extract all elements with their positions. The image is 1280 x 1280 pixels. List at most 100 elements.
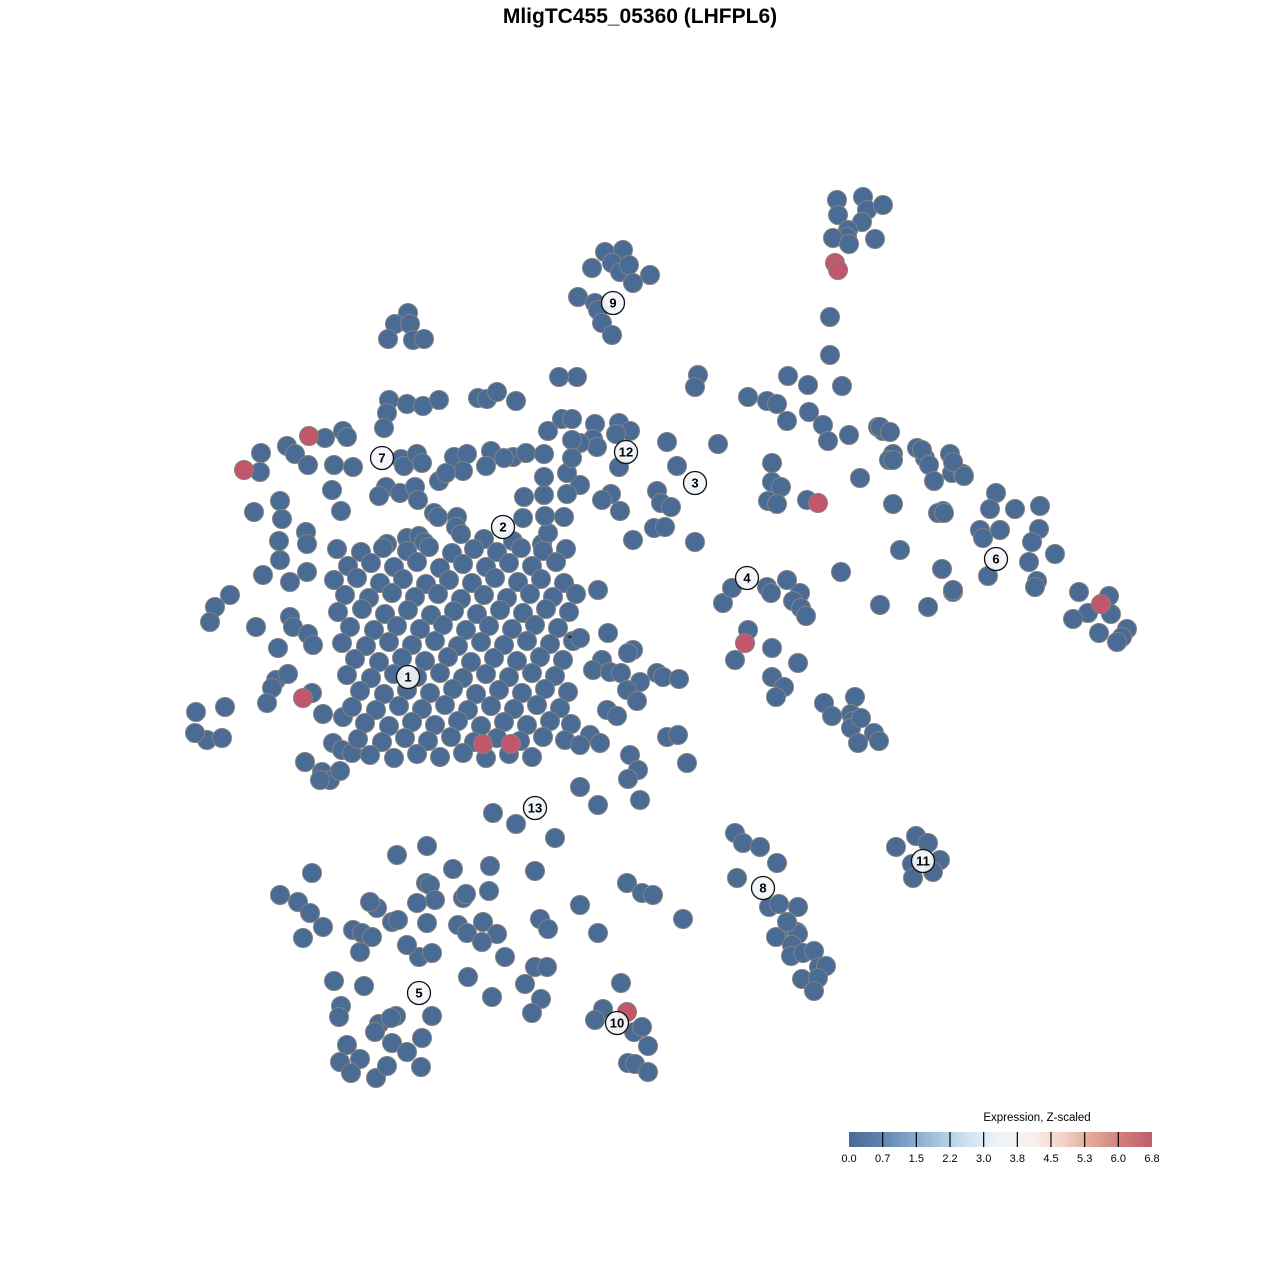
legend-tick-label: 4.5 bbox=[1043, 1153, 1058, 1165]
data-point-low bbox=[567, 367, 587, 387]
data-point-low bbox=[345, 649, 365, 669]
data-point-low bbox=[713, 593, 733, 613]
data-point-low bbox=[610, 501, 630, 521]
data-point-low bbox=[632, 1017, 652, 1037]
data-point-low bbox=[473, 912, 493, 932]
cluster-label: 7 bbox=[369, 445, 395, 471]
data-point-low bbox=[411, 1057, 431, 1077]
data-point-low bbox=[489, 680, 509, 700]
data-point-low bbox=[585, 1010, 605, 1030]
data-point-low bbox=[270, 885, 290, 905]
data-point-low bbox=[545, 828, 565, 848]
data-point-low bbox=[270, 550, 290, 570]
data-point-low bbox=[389, 696, 409, 716]
data-point-low bbox=[337, 427, 357, 447]
data-point-low bbox=[886, 837, 906, 857]
data-point-low bbox=[467, 604, 487, 624]
cluster-label-number: 8 bbox=[759, 881, 766, 896]
data-point-low bbox=[618, 769, 638, 789]
data-point-low bbox=[513, 603, 533, 623]
legend-colorbar bbox=[849, 1132, 1152, 1147]
cluster-label-number: 1 bbox=[404, 670, 411, 685]
data-point-low bbox=[799, 402, 819, 422]
data-point-low bbox=[538, 523, 558, 543]
cluster-label-number: 10 bbox=[610, 1016, 624, 1031]
data-point-low bbox=[588, 795, 608, 815]
data-point-low bbox=[350, 1049, 370, 1069]
data-point-low bbox=[418, 731, 438, 751]
data-point-low bbox=[669, 669, 689, 689]
cluster-label: 1 bbox=[395, 664, 421, 690]
cluster-label-circle bbox=[395, 664, 421, 690]
data-point-low bbox=[655, 517, 675, 537]
data-point-low bbox=[384, 748, 404, 768]
data-point-low bbox=[313, 917, 333, 937]
data-point-high bbox=[473, 734, 493, 754]
data-point-low bbox=[361, 668, 381, 688]
data-point-low bbox=[934, 503, 954, 523]
data-point-low bbox=[534, 467, 554, 487]
data-point-low bbox=[943, 452, 963, 472]
data-point-low bbox=[512, 683, 532, 703]
cluster-label-circle bbox=[604, 1010, 630, 1036]
data-point-low bbox=[943, 580, 963, 600]
data-point-low bbox=[548, 618, 568, 638]
data-point-low bbox=[253, 565, 273, 585]
data-point-low bbox=[414, 329, 434, 349]
legend-tick-label: 6.0 bbox=[1111, 1153, 1126, 1165]
data-point-low bbox=[507, 651, 527, 671]
data-point-low bbox=[525, 861, 545, 881]
data-point-low bbox=[677, 753, 697, 773]
data-point-low bbox=[397, 935, 417, 955]
data-point-low bbox=[377, 1056, 397, 1076]
data-point-low bbox=[788, 653, 808, 673]
data-point-high bbox=[299, 426, 319, 446]
data-point-high bbox=[293, 688, 313, 708]
data-point-low bbox=[685, 532, 705, 552]
cluster-label-number: 3 bbox=[691, 476, 698, 491]
data-point-high bbox=[234, 460, 254, 480]
data-point-low bbox=[554, 507, 574, 527]
data-point-low bbox=[778, 366, 798, 386]
data-point-low bbox=[494, 448, 514, 468]
data-point-low bbox=[430, 747, 450, 767]
data-point-low bbox=[425, 631, 445, 651]
data-point-low bbox=[295, 752, 315, 772]
data-point-low bbox=[515, 974, 535, 994]
data-point-low bbox=[495, 947, 515, 967]
data-point-low bbox=[522, 747, 542, 767]
data-point-low bbox=[375, 604, 395, 624]
cluster-label: 6 bbox=[983, 546, 1009, 572]
data-point-low bbox=[870, 595, 890, 615]
data-point-low bbox=[918, 597, 938, 617]
data-point-low bbox=[822, 706, 842, 726]
data-point-low bbox=[343, 457, 363, 477]
data-point-low bbox=[378, 329, 398, 349]
data-point-low bbox=[479, 881, 499, 901]
data-point-low bbox=[638, 1036, 658, 1056]
data-point-low bbox=[522, 1003, 542, 1023]
data-point-low bbox=[387, 845, 407, 865]
data-point-low bbox=[562, 430, 582, 450]
data-point-low bbox=[851, 708, 871, 728]
data-point-high bbox=[1091, 594, 1111, 614]
data-point-low bbox=[804, 981, 824, 1001]
data-point-low bbox=[395, 728, 415, 748]
legend-tick-label: 3.8 bbox=[1010, 1153, 1025, 1165]
data-point-low bbox=[322, 480, 342, 500]
data-point-low bbox=[499, 553, 519, 573]
data-point-low bbox=[506, 391, 526, 411]
data-point-low bbox=[559, 602, 579, 622]
data-point-low bbox=[458, 967, 478, 987]
data-point-low bbox=[880, 422, 900, 442]
data-point-low bbox=[980, 499, 1000, 519]
data-point-low bbox=[537, 957, 557, 977]
cluster-label-circle bbox=[682, 470, 708, 496]
data-point-low bbox=[374, 684, 394, 704]
data-point-low bbox=[831, 562, 851, 582]
data-point-low bbox=[590, 733, 610, 753]
cluster-label-circle bbox=[734, 565, 760, 591]
cluster-label-number: 6 bbox=[992, 552, 999, 567]
data-point-low bbox=[313, 704, 333, 724]
